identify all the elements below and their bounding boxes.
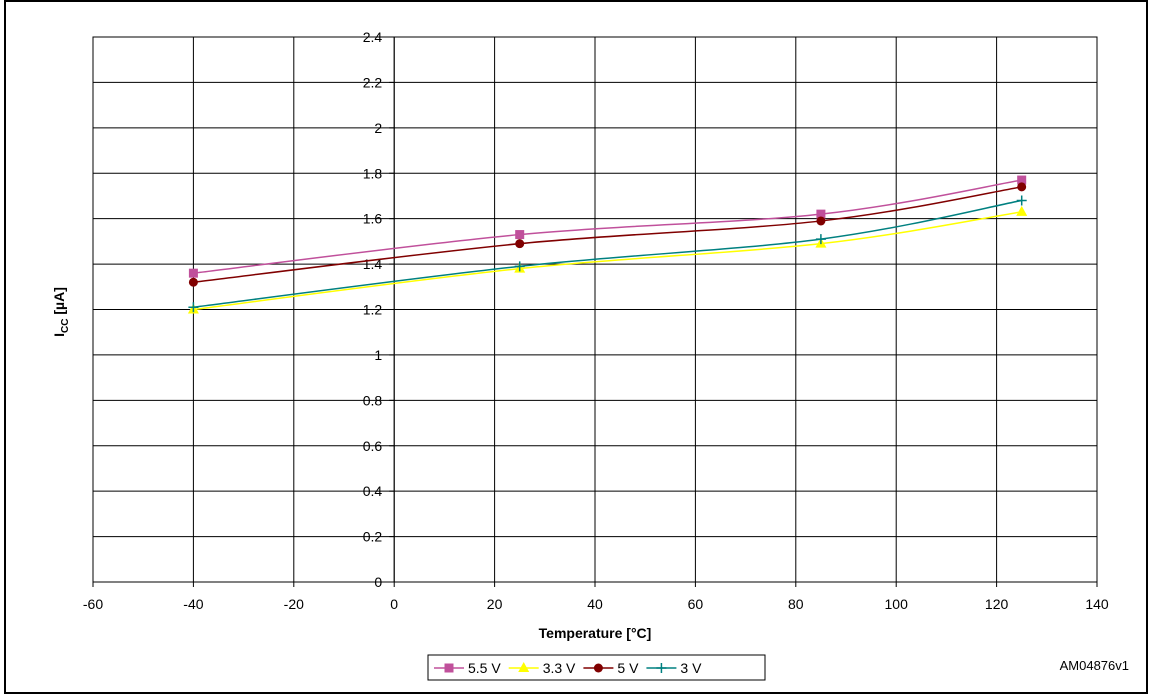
y-tick-label: 0.4	[363, 483, 383, 499]
y-tick-label: 0.6	[363, 438, 383, 454]
y-tick-label: 1.6	[363, 211, 383, 227]
x-tick-label: 20	[487, 596, 503, 612]
legend-item: 3.3 V	[508, 660, 576, 676]
y-tick-label: 2.2	[363, 74, 383, 90]
legend-label: 5 V	[617, 660, 639, 676]
y-tick-label: 1.4	[363, 256, 383, 272]
legend-item: 5 V	[583, 660, 639, 676]
data-point-marker	[816, 209, 826, 219]
x-tick-label: 100	[885, 596, 909, 612]
x-tick-label: 80	[788, 596, 804, 612]
legend-label: 3.3 V	[543, 660, 576, 676]
figure-reference: AM04876v1	[1060, 658, 1129, 673]
x-tick-label: -60	[83, 596, 103, 612]
x-tick-label: 60	[688, 596, 704, 612]
x-tick-label: -20	[284, 596, 304, 612]
x-tick-label: -40	[183, 596, 203, 612]
x-tick-labels: -60 -40 -20 0 20 40 60 80 100 120 140	[83, 596, 1109, 612]
legend-marker	[593, 663, 603, 673]
legend-item: 5.5 V	[434, 660, 501, 676]
data-point-marker	[815, 234, 826, 245]
y-axis-title: ICC [µA]	[51, 287, 71, 337]
data-point-marker	[816, 216, 826, 226]
y-tick-label: 2	[374, 120, 382, 136]
x-tick-label: 40	[587, 596, 603, 612]
x-axis-title: Temperature [°C]	[539, 625, 652, 641]
series-line	[193, 211, 1022, 311]
y-tick-label: 1	[374, 347, 382, 363]
series-3-vv	[188, 195, 1027, 313]
y-tick-label: 0	[374, 574, 382, 590]
data-point-marker	[188, 268, 198, 278]
data-point-marker	[515, 239, 525, 249]
x-tick-label: 120	[985, 596, 1009, 612]
series-5-vv	[188, 182, 1027, 287]
y-axis-title-unit: [µA]	[51, 287, 67, 318]
series-line	[193, 179, 1022, 274]
x-tick-label: 0	[390, 596, 398, 612]
axes	[92, 36, 1098, 587]
data-point-marker	[514, 261, 525, 272]
y-axis-title-sub: CC	[60, 319, 71, 333]
y-tick-label: 2.4	[363, 29, 383, 45]
series-line	[193, 186, 1022, 283]
legend-marker	[656, 663, 667, 673]
series-5-5-vv	[188, 175, 1027, 278]
y-axis-title-main: I	[51, 333, 67, 337]
legend-marker	[518, 662, 530, 672]
y-tick-label: 1.8	[363, 165, 383, 181]
legend-label: 5.5 V	[468, 660, 501, 676]
series-layer	[187, 175, 1028, 314]
y-tick-label: 1.2	[363, 302, 383, 318]
legend-item: 3 V	[646, 660, 702, 676]
x-tick-label: 140	[1085, 596, 1109, 612]
legend-marker	[444, 663, 454, 673]
data-point-marker	[1016, 205, 1028, 216]
series-line	[193, 199, 1022, 308]
data-point-marker	[1017, 175, 1027, 185]
data-point-marker	[1017, 182, 1027, 192]
data-point-marker	[1016, 195, 1027, 206]
data-point-marker	[188, 302, 199, 313]
data-point-marker	[515, 230, 525, 240]
y-tick-label: 0.2	[363, 529, 383, 545]
legend: 5.5 V 3.3 V 5 V 3 V	[427, 654, 766, 681]
data-point-marker	[188, 277, 198, 287]
legend-label: 3 V	[680, 660, 702, 676]
y-tick-label: 0.8	[363, 392, 383, 408]
